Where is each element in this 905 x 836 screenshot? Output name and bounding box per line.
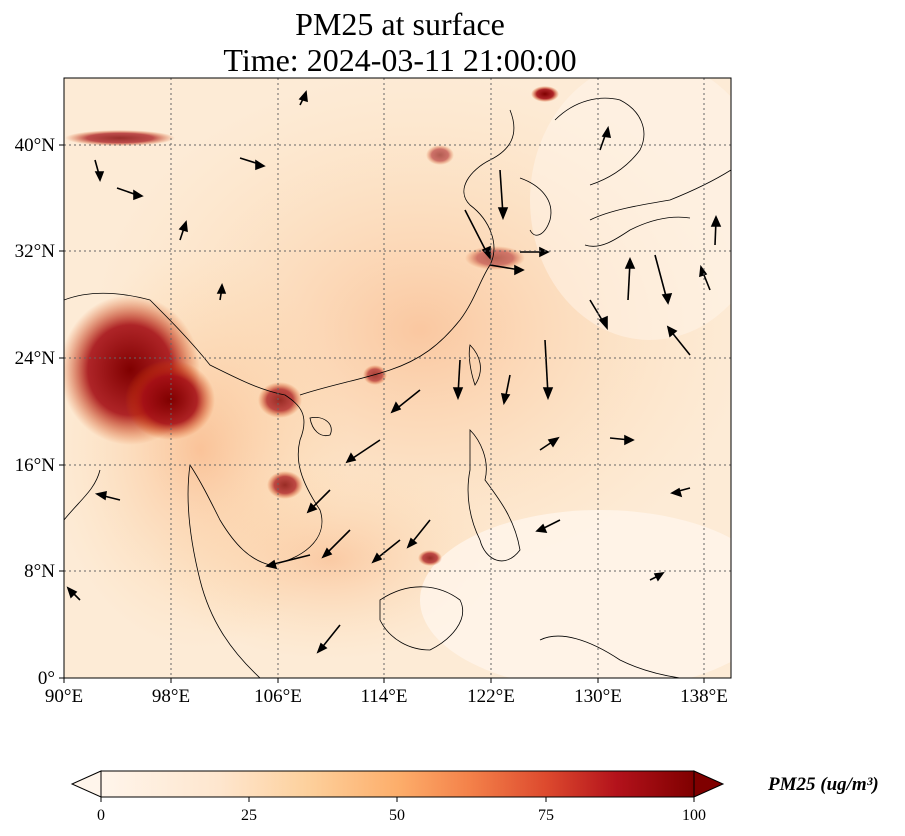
lon-tick-labels: 90°E 98°E 106°E 114°E 122°E 130°E 138°E [45,686,728,707]
colorbar-tick-label: 0 [97,807,105,824]
lon-tick-label: 138°E [680,686,728,707]
lat-tick-label: 8°N [24,561,55,582]
graticule [64,78,731,678]
lat-tick-label: 0° [38,668,55,689]
lon-tick-label: 90°E [45,686,83,707]
colorbar: 0 25 50 75 100 [70,770,725,824]
lon-tick-label: 130°E [574,686,622,707]
colorbar-label: PM25 (ug/m³) [768,774,879,795]
map-frame [63,77,732,679]
lon-tick-label: 114°E [361,686,408,707]
lat-tick-label: 24°N [15,348,56,369]
colorbar-tick-label: 50 [389,807,405,824]
map-time-subtitle: Time: 2024-03-11 21:00:00 [223,42,577,78]
lon-tick-label: 122°E [467,686,515,707]
colorbar-tick-label: 75 [538,807,554,824]
colorbar-tick-label: 100 [682,807,706,824]
lat-tick-label: 32°N [15,241,56,262]
lon-tick-label: 106°E [254,686,302,707]
lat-tick-label: 40°N [15,135,56,156]
colorbar-extend-max [693,770,725,798]
pm25-field [64,78,731,678]
wind-vectors [66,90,722,654]
coastlines [64,97,731,678]
colorbar-tick-label: 25 [241,807,257,824]
colorbar-extend-min [70,770,102,798]
colorbar-gradient [101,771,694,797]
lat-tick-labels: 0° 8°N 16°N 24°N 32°N 40°N [15,135,56,689]
lat-tick-label: 16°N [15,455,56,476]
map-title: PM25 at surface [295,6,505,42]
lon-tick-label: 98°E [152,686,190,707]
axis-ticks [59,144,705,683]
